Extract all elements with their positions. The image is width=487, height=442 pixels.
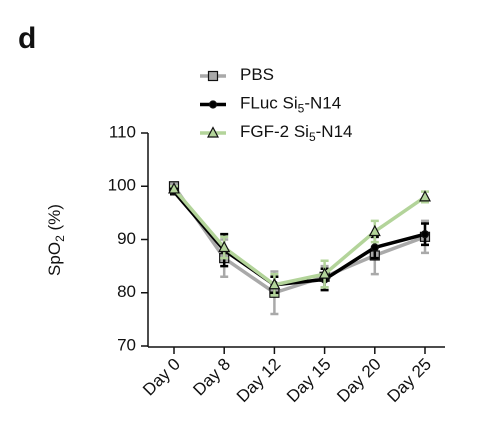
legend-label: PBS [240,65,274,84]
marker [268,277,281,290]
marker [420,230,430,239]
series-line [172,187,426,287]
marker [368,224,381,237]
y-tick-label: 80 [117,282,136,301]
marker [207,70,219,82]
y-label-sub: 2 [53,235,67,242]
x-tick-label: Day 8 [189,355,234,400]
panel-label: d [18,22,36,55]
legend-label-part: PBS [240,65,274,84]
x-tick-label: Day 20 [333,355,385,407]
legend-label: FGF-2 Si5-N14 [240,122,353,144]
legend-label-part: FGF-2 Si [240,122,309,141]
x-tick-label: Day 25 [383,355,435,407]
marker [208,100,218,109]
y-label-part: SpO [45,242,64,276]
x-tick-label: Day 15 [283,355,335,407]
y-tick-label: 110 [109,122,136,141]
legend-label-part: -N14 [316,122,353,141]
series-line [172,185,426,295]
y-tick-label: 90 [117,229,136,248]
legend-label-part: 5 [309,130,316,144]
marker [318,267,331,279]
marker [218,240,231,253]
x-tick-label: Day 0 [139,355,184,400]
legend-label-part: -N14 [304,94,341,113]
y-label-part: (%) [45,204,64,235]
marker [370,243,379,252]
marker [419,190,431,202]
marker [168,182,180,194]
marker [207,126,219,138]
legend-label: FLuc Si5-N14 [240,94,341,116]
y-tick-label: 100 [108,176,136,195]
series-line [172,190,426,287]
x-tick-label: Day 12 [233,355,285,407]
legend-label-part: 5 [298,102,305,116]
legend-label-part: FLuc Si [240,94,298,113]
y-tick-label: 70 [117,335,136,354]
y-axis-label: SpO2 (%) [45,204,67,276]
